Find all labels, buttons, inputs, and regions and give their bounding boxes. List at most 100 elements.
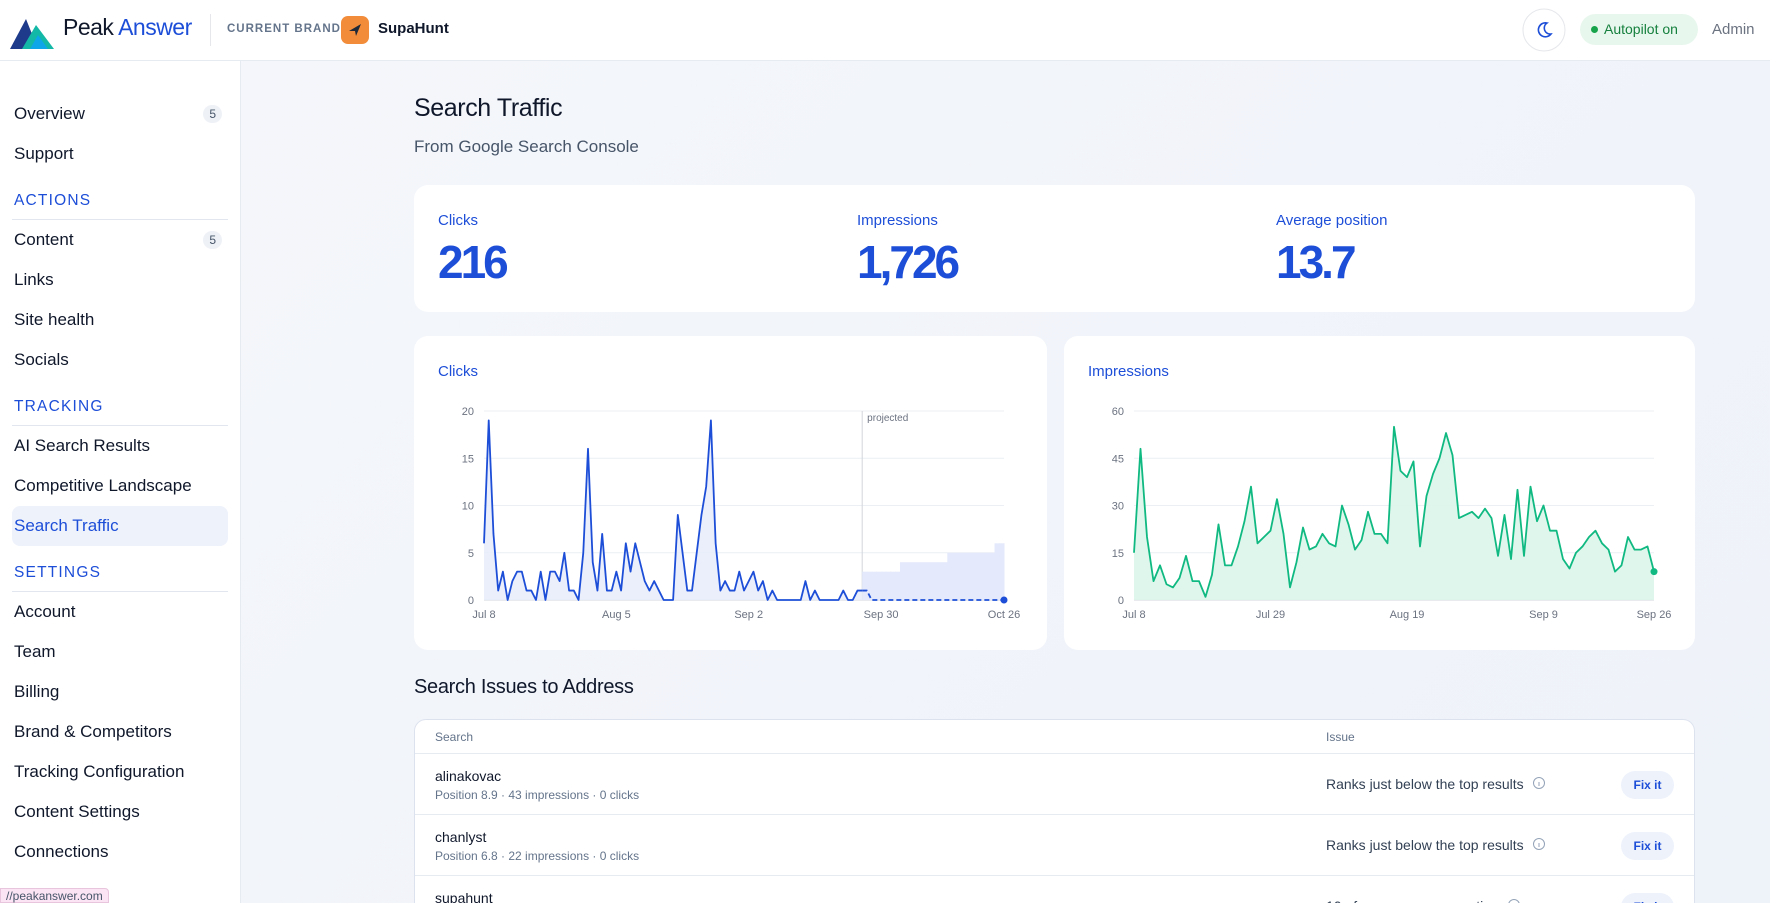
- info-icon[interactable]: [1532, 837, 1546, 851]
- projection-band: [885, 571, 892, 600]
- search-detail: Position 6.8 · 22 impressions · 0 clicks: [435, 849, 640, 863]
- nav-item[interactable]: Brand & Competitors: [12, 712, 228, 752]
- y-tick-label: 20: [462, 406, 474, 418]
- nav-label: Search Traffic: [14, 516, 119, 535]
- search-term: alinakovac: [435, 768, 502, 784]
- line: [483, 419, 863, 601]
- projection-band: [871, 571, 877, 600]
- stat-label: Average position: [1276, 212, 1388, 229]
- projection-band: [862, 571, 868, 600]
- user-menu[interactable]: Admin: [1712, 21, 1755, 38]
- projection-band: [914, 562, 920, 600]
- nav-section: ACTIONS: [12, 182, 228, 220]
- nav-label: Overview: [14, 104, 85, 123]
- nav-item[interactable]: Search Traffic: [12, 506, 228, 546]
- y-tick-label: 5: [468, 548, 474, 560]
- logo[interactable]: Peak Answer: [63, 14, 192, 41]
- x-tick-label: Jul 29: [1256, 609, 1285, 621]
- projection-band: [866, 571, 873, 600]
- stat: Clicks 216: [414, 185, 833, 312]
- nav-section: SETTINGS: [12, 554, 228, 592]
- brand-name[interactable]: SupaHunt: [378, 20, 449, 37]
- nav-item[interactable]: Links: [12, 260, 228, 300]
- chart: Impressions 0 15 30 45 60 Jul 8 Jul 29 Aug 19 Sep…: [1088, 363, 1672, 621]
- nav-item[interactable]: Socials: [12, 340, 228, 380]
- projection-band: [989, 552, 996, 600]
- nav-label: Team: [14, 642, 56, 661]
- nav-item[interactable]: Tracking Configuration: [12, 752, 228, 792]
- nav-badge: 5: [203, 105, 222, 123]
- y-tick-label: 60: [1112, 406, 1124, 418]
- nav-item[interactable]: Account: [12, 592, 228, 632]
- fix-button[interactable]: Fix it: [1621, 832, 1674, 860]
- issue: Ranks just below the top results: [1326, 837, 1546, 853]
- issue-text: Ranks just below the top results: [1326, 776, 1524, 792]
- nav-label: Socials: [14, 350, 69, 369]
- sidebar: Overview 5 Support ACTIONS Content 5 Links Site…: [0, 61, 241, 903]
- table-row: chanlyst Position 6.8 · 22 impressions · …: [415, 815, 1694, 876]
- issue: 10 of your pages competing: [1326, 898, 1521, 903]
- theme-toggle[interactable]: [1522, 8, 1566, 52]
- autopilot-status[interactable]: Autopilot on: [1580, 14, 1698, 45]
- projection-band: [900, 562, 906, 600]
- table-header: Search Issue: [415, 720, 1694, 754]
- y-tick-label: 30: [1112, 501, 1124, 513]
- projection-band: [876, 571, 882, 600]
- x-tick-label: Jul 8: [472, 609, 495, 621]
- line-area: [484, 420, 863, 600]
- x-tick-label: Sep 26: [1637, 609, 1672, 621]
- projection-band: [904, 562, 910, 600]
- nav-label: Support: [14, 144, 74, 163]
- nav-label: Tracking Configuration: [14, 762, 185, 781]
- end-marker: [1000, 596, 1008, 604]
- info-icon[interactable]: [1507, 898, 1521, 903]
- nav-item[interactable]: Overview 5: [12, 94, 228, 134]
- nav-label: Account: [14, 602, 76, 621]
- y-tick-label: 0: [1118, 595, 1124, 607]
- projection-band: [937, 562, 944, 600]
- line: [862, 589, 1004, 601]
- projection-band: [952, 552, 958, 600]
- nav-item[interactable]: Support: [12, 134, 228, 174]
- chart-card: Impressions 0 15 30 45 60 Jul 8 Jul 29 Aug 19 Sep…: [1064, 336, 1695, 650]
- y-tick-label: 45: [1112, 453, 1124, 465]
- x-tick-label: Sep 2: [734, 609, 763, 621]
- nav-item[interactable]: Billing: [12, 672, 228, 712]
- projection-band: [923, 562, 929, 600]
- nav-item[interactable]: AI Search Results: [12, 426, 228, 466]
- fix-button[interactable]: Fix it: [1621, 893, 1674, 903]
- y-tick-label: 0: [468, 595, 474, 607]
- stat-label: Clicks: [438, 212, 478, 229]
- logo-icon: [10, 19, 54, 49]
- nav-item[interactable]: Connections: [12, 832, 228, 872]
- stat: Average position 13.7: [1252, 185, 1671, 312]
- info-icon[interactable]: [1532, 776, 1546, 790]
- projection-band: [909, 562, 915, 600]
- nav-label: Competitive Landscape: [14, 476, 192, 495]
- nav-item[interactable]: Team: [12, 632, 228, 672]
- projection-band: [994, 543, 1000, 600]
- stat-value: 13.7: [1276, 236, 1357, 288]
- nav-item[interactable]: Content 5: [12, 220, 228, 260]
- projection-band: [918, 562, 925, 600]
- stat-label: Impressions: [857, 212, 938, 229]
- projection-band: [956, 552, 962, 600]
- projection-band: [999, 543, 1005, 600]
- info-circle: [1532, 838, 1545, 850]
- brand-icon: [341, 16, 369, 44]
- stat: Impressions 1,726: [833, 185, 1252, 312]
- x-tick-label: Jul 8: [1122, 609, 1145, 621]
- nav-item[interactable]: Competitive Landscape: [12, 466, 228, 506]
- projection-band: [980, 552, 986, 600]
- chart-title: Impressions: [1088, 363, 1169, 380]
- info-circle: [1532, 777, 1545, 789]
- line: [1133, 425, 1655, 598]
- nav-item[interactable]: Site health: [12, 300, 228, 340]
- x-tick-label: Aug 19: [1390, 609, 1425, 621]
- nav-item[interactable]: Content Settings: [12, 792, 228, 832]
- fix-button[interactable]: Fix it: [1621, 771, 1674, 799]
- y-tick-label: 15: [1112, 548, 1124, 560]
- x-tick-label: Sep 9: [1529, 609, 1558, 621]
